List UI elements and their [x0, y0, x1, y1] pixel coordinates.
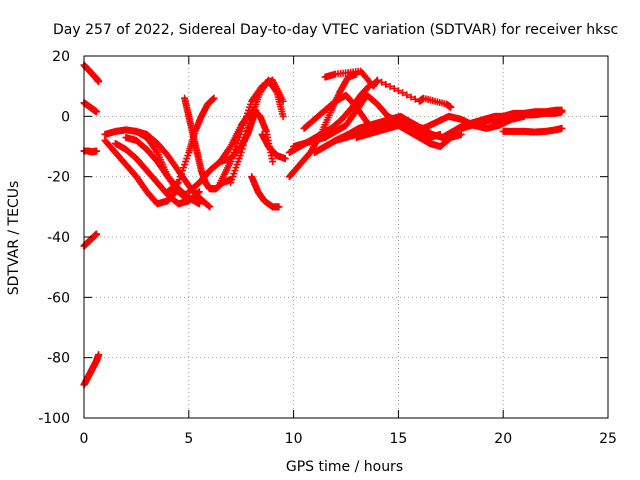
series-arc-29 [499, 124, 566, 136]
data-point [237, 149, 245, 157]
series-arc-12 [164, 94, 218, 196]
axis-ticks: 0 5 10 15 20 25 -100 -80 -60 -40 -20 0 20 [38, 49, 617, 447]
data-point [241, 134, 249, 142]
x-tick-label: 25 [599, 431, 617, 447]
data-point [382, 80, 390, 88]
data-point [275, 203, 283, 211]
series-arc-18 [258, 130, 289, 163]
series-arc-16 [227, 76, 287, 187]
data-point [411, 95, 419, 103]
y-tick-label: -100 [38, 411, 70, 427]
data-point [205, 202, 213, 210]
data-point [399, 89, 407, 97]
y-tick-label: -20 [47, 170, 70, 186]
data-point [243, 127, 251, 135]
data-point [238, 145, 246, 153]
data-point [447, 103, 455, 111]
data-point [407, 93, 415, 101]
series-sparse-points [321, 67, 455, 111]
data-point [246, 120, 254, 128]
data-point [240, 138, 248, 146]
data-point [195, 200, 203, 208]
series-arc-17 [248, 173, 283, 211]
x-tick-label: 15 [389, 431, 407, 447]
data-point [364, 83, 372, 91]
data-point [95, 78, 103, 86]
data-point [558, 124, 566, 132]
series-arc-8 [111, 139, 203, 208]
chart-title: Day 257 of 2022, Sidereal Day-to-day VTE… [53, 22, 618, 38]
data-point [457, 130, 465, 138]
data-point [269, 158, 277, 166]
data-point [93, 108, 101, 116]
data-point [390, 85, 398, 93]
y-tick-label: 0 [61, 109, 70, 125]
y-axis-label: SDTVAR / TECUs [6, 181, 22, 296]
data-point [279, 112, 287, 120]
y-tick-label: 20 [52, 49, 70, 65]
data-point [373, 76, 381, 84]
y-tick-label: -60 [47, 290, 70, 306]
x-axis-label: GPS time / hours [286, 459, 403, 475]
data-point [378, 78, 386, 86]
data-point [281, 155, 289, 163]
data-point [173, 180, 181, 188]
data-point [210, 94, 218, 102]
data-marks [80, 61, 566, 389]
series-arc-3 [80, 147, 101, 156]
x-tick-label: 0 [80, 431, 89, 447]
data-point [95, 351, 103, 359]
data-point [239, 141, 247, 149]
data-point [386, 82, 394, 90]
data-point [558, 108, 566, 116]
data-point [245, 123, 253, 131]
data-point [93, 230, 101, 238]
data-point [394, 87, 402, 95]
x-tick-label: 5 [184, 431, 193, 447]
y-tick-label: -40 [47, 230, 70, 246]
x-tick-label: 20 [494, 431, 512, 447]
data-point [272, 87, 280, 95]
x-tick-label: 10 [285, 431, 303, 447]
series-arc-2 [80, 99, 101, 116]
data-point [206, 203, 214, 211]
series-arc-28 [489, 108, 566, 126]
data-point [247, 116, 255, 124]
data-point [403, 91, 411, 99]
data-point [226, 144, 234, 152]
data-point [93, 147, 101, 155]
series-arc-1 [80, 61, 103, 86]
data-point [242, 130, 250, 138]
series-arc-24 [352, 121, 465, 150]
data-point [152, 147, 160, 155]
y-tick-label: -80 [47, 351, 70, 367]
